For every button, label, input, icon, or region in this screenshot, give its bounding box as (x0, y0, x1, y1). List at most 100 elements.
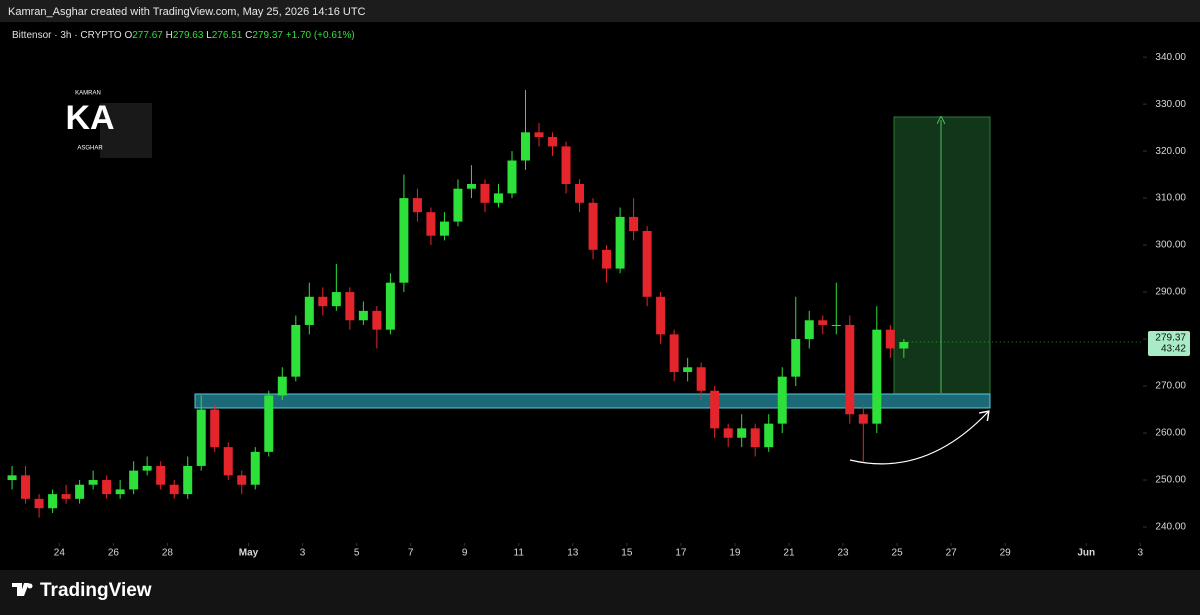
legend-ohlc-label: L (206, 30, 212, 41)
candle-body (7, 475, 17, 481)
candle-body (804, 320, 814, 340)
plot-background (0, 22, 1200, 570)
watermark: KAMRAN KA ASGHAR (65, 91, 152, 158)
x-tick-label: May (239, 548, 259, 559)
footer-text: TradingView (40, 580, 152, 601)
y-tick-label: 240.00 (1155, 522, 1186, 533)
candle-body (858, 414, 868, 424)
candle-body (291, 324, 301, 377)
x-tick-label: 24 (54, 548, 66, 559)
header-bar (0, 0, 1200, 22)
support-zone (194, 393, 991, 409)
candle-body (277, 376, 287, 396)
candle-body (264, 395, 274, 452)
x-tick-label: 26 (108, 548, 120, 559)
candle-body (453, 188, 463, 222)
x-tick-label: 28 (162, 548, 174, 559)
candle-body (169, 484, 179, 495)
x-tick-label: 23 (837, 548, 849, 559)
watermark-top: KAMRAN (75, 91, 101, 97)
candle-body (250, 451, 260, 485)
candle-body (872, 329, 882, 424)
footer-logo-dot (27, 583, 33, 589)
candle-body (737, 428, 747, 438)
projection-curve (849, 412, 988, 465)
candle-body (899, 342, 909, 349)
candle-body (156, 465, 166, 485)
candle-body (642, 230, 652, 297)
x-tick-label: 7 (408, 548, 414, 559)
legend-ohlc-label: H (166, 30, 173, 41)
legend-title: Bittensor · 3h · CRYPTO (12, 30, 122, 41)
y-tick-label: 320.00 (1155, 146, 1186, 157)
candle-body (629, 216, 639, 231)
candle-body (129, 470, 139, 490)
legend-ohlc-value: 277.67 (132, 30, 163, 41)
candle-body (534, 132, 544, 138)
candle-body (669, 334, 679, 372)
candle-body (237, 475, 247, 485)
x-tick-label: 19 (729, 548, 741, 559)
candle-body (358, 310, 368, 321)
candle-body (818, 320, 828, 325)
countdown-label: 43:42 (1161, 344, 1186, 355)
candle-body (210, 409, 220, 448)
candle-body (683, 367, 693, 372)
candle-body (575, 184, 585, 203)
x-tick-label: 29 (1000, 548, 1012, 559)
candle-body (521, 132, 531, 161)
candle-body (385, 282, 395, 330)
candle-body (183, 465, 193, 495)
y-tick-label: 290.00 (1155, 287, 1186, 298)
y-tick-label: 340.00 (1155, 52, 1186, 63)
candle-body (791, 339, 801, 377)
watermark-big: KA (65, 99, 114, 137)
candle-body (196, 409, 206, 466)
candle-body (548, 137, 558, 147)
legend-line: Bittensor · 3h · CRYPTO O277.67 H279.63 … (12, 30, 355, 41)
candle-body (48, 494, 58, 509)
x-tick-label: 17 (675, 548, 687, 559)
candle-body (88, 480, 98, 485)
candle-body (223, 447, 233, 476)
x-tick-label: Jun (1077, 548, 1095, 559)
y-tick-label: 300.00 (1155, 240, 1186, 251)
header-text: Kamran_Asghar created with TradingView.c… (8, 6, 366, 18)
x-tick-label: 25 (892, 548, 904, 559)
last-price-label: 279.37 (1155, 333, 1186, 344)
watermark-bottom: ASGHAR (77, 146, 103, 152)
candle-body (331, 292, 341, 307)
footer-bar (0, 570, 1200, 615)
x-tick-label: 27 (946, 548, 958, 559)
candle-body (318, 296, 328, 307)
candle-body (493, 193, 503, 203)
candles (7, 90, 909, 518)
candle-body (602, 249, 612, 269)
candle-body (885, 329, 895, 349)
candle-body (561, 146, 571, 185)
candle-body (845, 324, 855, 415)
candle-body (345, 292, 355, 321)
candle-body (615, 216, 625, 269)
target-box (893, 116, 991, 395)
candle-body (588, 202, 598, 250)
candle-body (696, 367, 706, 391)
candle-body (102, 480, 112, 495)
candle-body (372, 310, 382, 330)
legend-ohlc-label: O (124, 30, 132, 41)
last-price-tag (1148, 331, 1190, 357)
legend-ohlc-value: 276.51 (212, 30, 243, 41)
axes: 240.00250.00260.00270.00280.00290.00300.… (54, 52, 1190, 559)
x-tick-label: 11 (514, 548, 525, 559)
candle-body (723, 428, 733, 438)
legend: Bittensor · 3h · CRYPTO O277.67 H279.63 … (12, 30, 355, 41)
candle-body (439, 221, 449, 236)
x-tick-label: 5 (354, 548, 360, 559)
x-tick-label: 15 (621, 548, 633, 559)
y-tick-label: 330.00 (1155, 99, 1186, 110)
candle-body (142, 465, 152, 471)
candle-body (21, 475, 31, 499)
watermark-avatar (100, 103, 152, 158)
